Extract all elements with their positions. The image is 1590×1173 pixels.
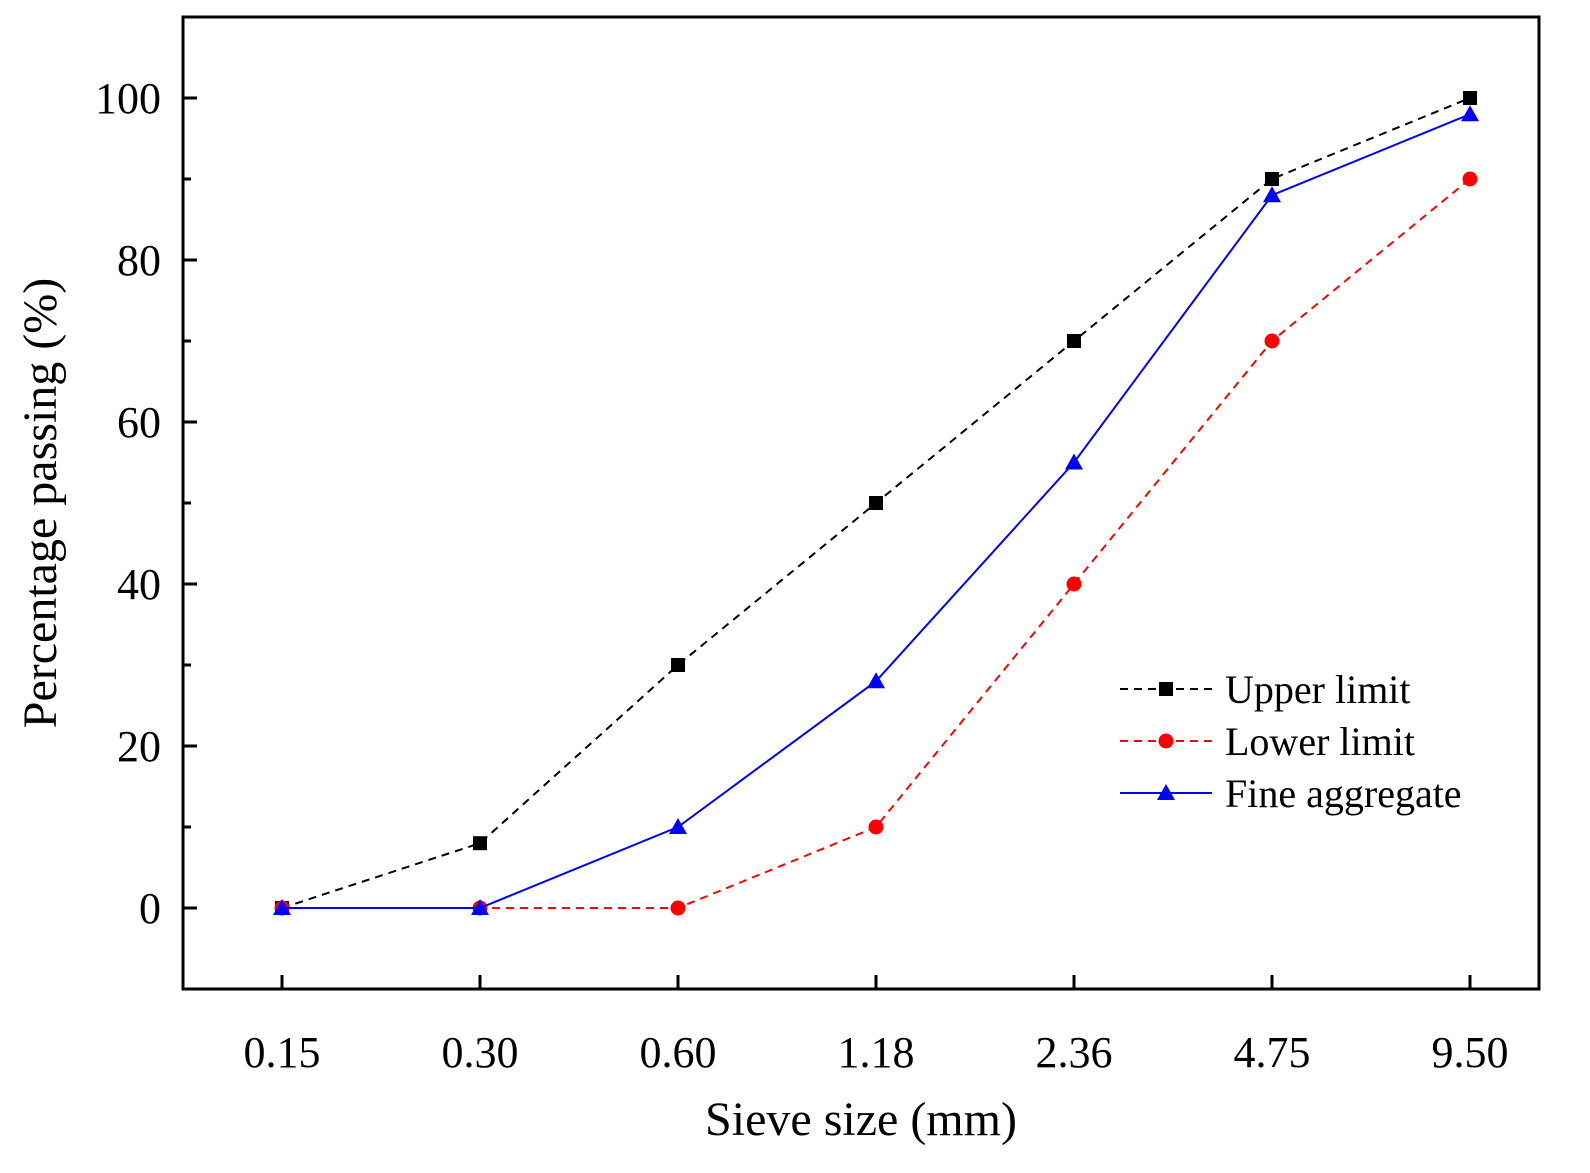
series-fine-aggregate — [273, 105, 1479, 915]
data-point-fine-aggregate — [1065, 453, 1083, 470]
x-axis-ticks: 0.15 0.30 0.60 1.18 2.36 4.75 9.50 — [244, 975, 1509, 1077]
data-point-upper-limit — [1067, 334, 1081, 348]
data-point-fine-aggregate — [669, 818, 687, 834]
data-point-fine-aggregate — [867, 672, 885, 689]
legend-item-fine-aggregate: Fine aggregate — [1120, 771, 1462, 816]
data-point-fine-aggregate — [273, 899, 291, 915]
x-axis-title: Sieve size (mm) — [705, 1093, 1017, 1146]
x-tick-label: 4.75 — [1234, 1028, 1311, 1077]
series-layer — [273, 91, 1479, 916]
y-axis-title: Percentage passing (%) — [14, 278, 67, 729]
x-tick-label: 0.60 — [640, 1028, 717, 1077]
plot-frame — [181, 15, 1541, 991]
data-point-upper-limit — [869, 496, 883, 510]
y-tick-label: 40 — [117, 560, 161, 609]
legend-label: Fine aggregate — [1225, 771, 1462, 816]
data-point-lower-limit — [868, 819, 884, 835]
x-tick-label: 2.36 — [1036, 1028, 1113, 1077]
legend-swatch-marker — [1159, 682, 1173, 696]
y-tick-label: 0 — [139, 884, 161, 933]
plot-border — [181, 15, 1541, 991]
y-tick-label: 80 — [117, 236, 161, 285]
data-point-lower-limit — [1066, 576, 1082, 592]
data-point-fine-aggregate — [1263, 186, 1281, 203]
legend-label: Upper limit — [1225, 667, 1411, 712]
x-tick-label: 0.15 — [244, 1028, 321, 1077]
data-point-fine-aggregate — [471, 899, 489, 915]
data-point-upper-limit — [473, 836, 487, 851]
legend-swatch-marker — [1158, 733, 1174, 749]
data-point-upper-limit — [1463, 91, 1477, 105]
data-point-lower-limit — [1264, 333, 1280, 349]
data-point-upper-limit — [671, 658, 685, 672]
data-point-upper-limit — [1265, 172, 1279, 186]
data-point-fine-aggregate — [1461, 105, 1479, 122]
legend-swatch-marker — [1157, 784, 1175, 800]
y-tick-label: 100 — [95, 74, 161, 123]
y-axis-ticks: 0 20 40 60 80 100 — [95, 74, 197, 933]
x-tick-label: 9.50 — [1432, 1028, 1509, 1077]
legend-label: Lower limit — [1225, 719, 1415, 764]
legend-item-upper-limit: Upper limit — [1120, 667, 1411, 712]
y-tick-label: 60 — [117, 398, 161, 447]
data-point-lower-limit — [1462, 171, 1478, 187]
legend-item-lower-limit: Lower limit — [1120, 719, 1415, 764]
legend: Upper limit Lower limit Fine aggregate — [1120, 667, 1462, 816]
data-point-lower-limit — [670, 900, 686, 916]
x-tick-label: 1.18 — [838, 1028, 915, 1077]
y-tick-label: 20 — [117, 722, 161, 771]
x-tick-label: 0.30 — [442, 1028, 519, 1077]
